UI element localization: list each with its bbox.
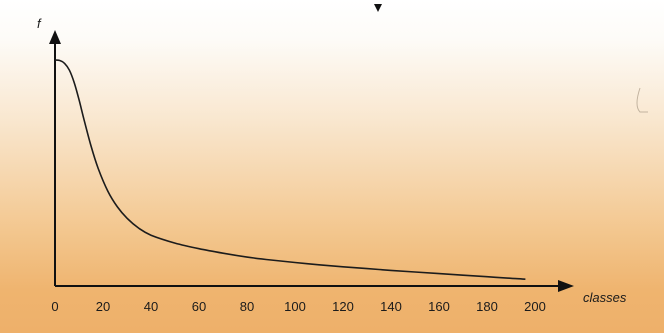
x-tick-label: 40 <box>144 299 158 314</box>
x-tick-label: 140 <box>380 299 402 314</box>
x-tick-label: 160 <box>428 299 450 314</box>
axes <box>49 30 574 292</box>
x-tick-label: 60 <box>192 299 206 314</box>
y-axis-label: f <box>37 16 42 31</box>
y-axis-arrow-icon <box>49 30 61 44</box>
x-axis-label: classes <box>583 290 627 305</box>
x-tick-label: 200 <box>524 299 546 314</box>
series-layer <box>54 59 526 280</box>
x-tick-label: 0 <box>51 299 58 314</box>
x-tick-label: 120 <box>332 299 354 314</box>
series-line-0 <box>54 59 526 280</box>
down-arrow-icon <box>374 4 382 12</box>
x-axis-arrow-icon <box>558 280 574 292</box>
x-tick-label: 100 <box>284 299 306 314</box>
x-tick-label: 180 <box>476 299 498 314</box>
x-tick-label: 20 <box>96 299 110 314</box>
page-corner-mark <box>636 87 648 113</box>
x-tick-layer: 0 20 40 60 80 100 120 140 160 180 200 <box>51 299 545 314</box>
x-tick-label: 80 <box>240 299 254 314</box>
